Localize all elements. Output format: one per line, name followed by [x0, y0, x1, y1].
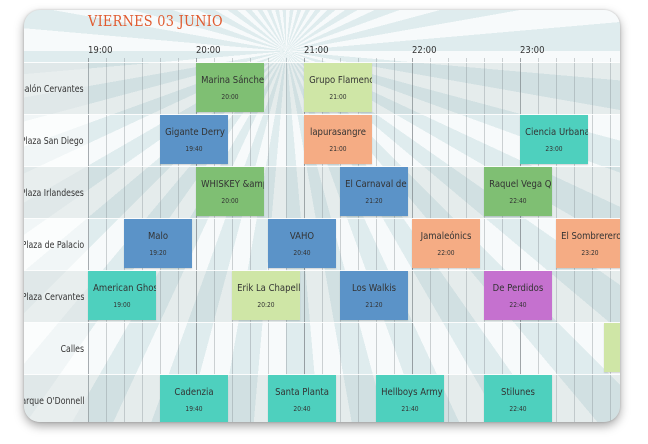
event-time: 21:00 [329, 93, 347, 101]
event-time: 20:00 [221, 197, 239, 205]
event-block[interactable]: De Perdidos 22:40 [484, 271, 552, 320]
event-title: Los Walkis [351, 283, 397, 294]
event-title: WHISKEY &amp; SA [201, 179, 264, 190]
event-title: Grupo Flamenco Mi [309, 75, 372, 86]
grid-line [394, 58, 395, 422]
event-title: Santa Planta [275, 387, 329, 398]
grid-line [196, 58, 197, 422]
event-block[interactable]: S [604, 323, 620, 372]
event-block[interactable]: Ciencia Urbana 23:00 [520, 115, 588, 164]
time-label: 20:00 [196, 45, 221, 56]
event-title: Raquel Vega Quarte [489, 179, 552, 190]
event-time: 21:20 [365, 301, 383, 309]
event-time: 21:00 [329, 145, 347, 153]
schedule-card: VIERNES 03 JUNIO 19:00 20:00 21:00 22:00 23:… [24, 10, 620, 422]
event-title: Erik La Chapelle and [237, 283, 300, 294]
event-title: El Sombrerero [561, 231, 620, 242]
event-title: S [609, 335, 620, 346]
venue-label: Plaza de Palacio [24, 239, 84, 251]
event-block[interactable]: El Sombrerero 23:20 [556, 219, 620, 268]
event-time: 23:00 [545, 145, 563, 153]
event-time: 23:20 [581, 249, 599, 257]
event-time: 20:20 [257, 301, 275, 309]
event-title: Hellboys Army [381, 387, 443, 398]
event-title: Marina Sánchez Visc [201, 75, 264, 86]
event-block[interactable]: Jamaleónics 22:00 [412, 219, 480, 268]
event-time: 20:40 [293, 249, 311, 257]
event-title: Ciencia Urbana [525, 127, 588, 138]
event-time: 22:00 [437, 249, 455, 257]
event-time: 20:00 [221, 93, 239, 101]
event-title: Malo [147, 231, 169, 242]
grid-line [484, 58, 485, 422]
event-time: 21:40 [401, 405, 419, 413]
event-block[interactable]: Santa Planta 20:40 [268, 375, 336, 422]
event-title: American Ghost [93, 283, 156, 294]
venue-row: Plaza de Palacio [24, 218, 620, 271]
venue-label: Parque O'Donnell [24, 395, 84, 407]
event-block[interactable]: Raquel Vega Quarte 22:40 [484, 167, 552, 216]
grid-line [106, 58, 107, 422]
grid-line [520, 58, 521, 422]
event-time: 19:20 [149, 249, 167, 257]
event-block[interactable]: Los Walkis 21:20 [340, 271, 408, 320]
event-time: 20:40 [293, 405, 311, 413]
event-block[interactable]: lapurasangre 21:00 [304, 115, 372, 164]
event-title: El Carnaval de las Fl [345, 179, 408, 190]
day-title: VIERNES 03 JUNIO [88, 12, 223, 30]
event-block[interactable]: American Ghost 19:00 [88, 271, 156, 320]
event-title: Cadenzia [174, 387, 214, 398]
event-title: Gigante Derry [165, 127, 225, 138]
event-block[interactable]: Cadenzia 19:40 [160, 375, 228, 422]
grid-line [502, 58, 503, 422]
event-time: 19:40 [185, 145, 203, 153]
grid-line [358, 58, 359, 422]
grid-line [376, 58, 377, 422]
venue-column [24, 62, 89, 422]
venue-label: Plaza Irlandeses [24, 187, 84, 199]
grid-line [538, 58, 539, 422]
event-block[interactable]: Grupo Flamenco Mi 21:00 [304, 63, 372, 112]
venue-label: Calles [60, 343, 84, 355]
event-time: 22:40 [509, 405, 527, 413]
venue-label: Plaza Cervantes [24, 291, 84, 303]
event-time: 19:00 [113, 301, 131, 309]
grid-line [340, 58, 341, 422]
event-time: 19:40 [185, 405, 203, 413]
event-title: VAHO [289, 231, 315, 242]
event-block[interactable]: Erik La Chapelle and 20:20 [232, 271, 300, 320]
event-block[interactable]: WHISKEY &amp; SA 20:00 [196, 167, 264, 216]
venue-row: Calles [24, 322, 620, 375]
event-title: Stilunes [501, 387, 535, 398]
event-title: De Perdidos [492, 283, 544, 294]
time-label: 19:00 [88, 45, 113, 56]
event-block[interactable]: El Carnaval de las Fl 21:20 [340, 167, 408, 216]
event-title: lapurasangre [309, 127, 367, 138]
grid-line [232, 58, 233, 422]
venue-label: Plaza San Diego [24, 135, 84, 147]
event-time: 22:40 [509, 197, 527, 205]
grid-line [214, 58, 215, 422]
event-time: 21:20 [365, 197, 383, 205]
event-block[interactable]: Marina Sánchez Visc 20:00 [196, 63, 264, 112]
event-block[interactable]: Malo 19:20 [124, 219, 192, 268]
event-time: 22:40 [509, 301, 527, 309]
grid-line [250, 58, 251, 422]
event-block[interactable]: Hellboys Army 21:40 [376, 375, 444, 422]
venue-row: Plaza San Diego [24, 114, 620, 167]
time-label: 21:00 [304, 45, 329, 56]
event-block[interactable]: Stilunes 22:40 [484, 375, 552, 422]
time-label: 23:00 [520, 45, 545, 56]
venue-label: Teatro Salón Cervantes [24, 83, 84, 95]
event-block[interactable]: VAHO 20:40 [268, 219, 336, 268]
time-label: 22:00 [412, 45, 437, 56]
event-block[interactable]: Gigante Derry 19:40 [160, 115, 228, 164]
event-title: Jamaleónics [420, 231, 472, 242]
